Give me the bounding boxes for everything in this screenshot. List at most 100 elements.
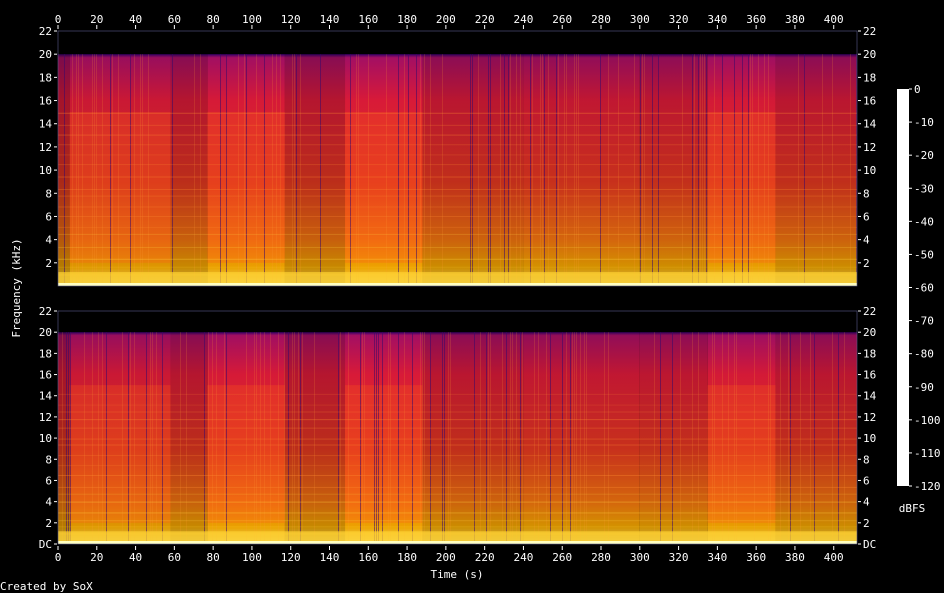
transient-streak (416, 54, 417, 286)
transient-streak (578, 54, 579, 286)
y-tick-label-left: 14 (39, 118, 53, 131)
transient-streak (764, 54, 765, 286)
transient-streak (722, 332, 723, 544)
x-tick-label-top: 360 (746, 13, 766, 26)
transient-streak (220, 54, 221, 286)
x-tick-label-top: 0 (55, 13, 62, 26)
transient-streak (486, 332, 487, 544)
transient-streak (522, 332, 523, 544)
transient-streak (618, 54, 619, 286)
y-tick-label-right: 20 (863, 326, 876, 339)
y-tick-label-right: 6 (863, 210, 870, 223)
transient-streak (700, 54, 701, 286)
transient-streak (72, 54, 73, 286)
harmonic-line (58, 164, 857, 166)
transient-streak (694, 54, 695, 286)
transient-streak (92, 54, 93, 286)
bass-band (58, 531, 857, 544)
transient-streak (704, 54, 705, 286)
harmonic-line (58, 404, 857, 406)
transient-streak (386, 54, 387, 286)
transient-streak (752, 54, 753, 286)
x-tick-label-top: 380 (785, 13, 805, 26)
panel-frame (57, 310, 858, 545)
transient-streak (134, 54, 135, 286)
colorbar-tick-label: -30 (914, 182, 934, 195)
transient-streak (134, 332, 135, 544)
transient-streak (148, 54, 149, 286)
x-tick-label-bottom: 240 (513, 551, 533, 564)
transient-streak (480, 332, 481, 544)
transient-streak (844, 332, 845, 544)
transient-streak (530, 54, 531, 286)
harmonic-line (58, 465, 857, 467)
transient-streak (264, 54, 265, 286)
transient-streak (152, 332, 153, 544)
x-tick-label-top: 300 (630, 13, 650, 26)
transient-streak (300, 332, 301, 544)
harmonic-line (58, 233, 857, 235)
transient-streak (76, 54, 77, 286)
transient-streak (280, 54, 281, 286)
transient-streak (62, 332, 63, 544)
transient-streak (398, 54, 399, 286)
y-tick-label-left: 14 (39, 390, 53, 403)
transient-streak (574, 54, 575, 286)
y-tick-label-right: 12 (863, 411, 876, 424)
colorbar-tick-label: -20 (914, 149, 934, 162)
transient-streak (378, 332, 379, 544)
x-tick-label-bottom: 260 (552, 551, 572, 564)
transient-streak (368, 54, 369, 286)
harmonic-line (58, 258, 857, 260)
y-tick-label-left: 20 (39, 326, 52, 339)
transient-streak (186, 332, 187, 544)
colorbar-label: dBFS (899, 502, 926, 515)
transient-streak (706, 54, 707, 286)
harmonic-line (58, 438, 857, 440)
y-tick-label-left: 10 (39, 432, 52, 445)
transient-streak (64, 54, 65, 286)
transient-streak (298, 332, 299, 544)
transient-streak (558, 54, 559, 286)
transient-streak (576, 54, 577, 286)
channel-panel-1 (57, 30, 858, 287)
harmonic-line (58, 427, 857, 429)
transient-streak (736, 332, 737, 544)
transient-streak (542, 54, 543, 286)
colorbar-tick-label: -110 (914, 447, 941, 460)
spectral-segment (775, 54, 857, 286)
transient-streak (66, 332, 67, 544)
y-tick-label-right: 8 (863, 453, 870, 466)
transient-streak (702, 54, 703, 286)
spectral-segment (58, 332, 70, 544)
transient-streak (224, 332, 225, 544)
transient-streak (110, 54, 111, 286)
y-tick-label-right: DC (863, 538, 876, 551)
transient-streak (82, 54, 83, 286)
x-tick-label-bottom: 340 (707, 551, 727, 564)
y-tick-label-right: 8 (863, 187, 870, 200)
transient-streak (130, 332, 131, 544)
transient-streak (634, 54, 635, 286)
transient-streak (358, 54, 359, 286)
x-tick-label-bottom: 80 (207, 551, 220, 564)
transient-streak (728, 332, 729, 544)
transient-streak (284, 332, 285, 544)
spectrogram-panels (57, 30, 858, 545)
transient-streak (430, 332, 431, 544)
harmonic-line (58, 393, 857, 395)
transient-streak (244, 54, 245, 286)
colorbar-tick-label: -70 (914, 315, 934, 328)
loud-band-overlay (69, 112, 171, 263)
transient-streak (570, 332, 571, 544)
harmonic-line (58, 266, 857, 268)
transient-streak (682, 54, 683, 286)
credit-text: Created by SoX (0, 580, 93, 593)
transient-streak (800, 332, 801, 544)
harmonic-line (58, 419, 857, 421)
transient-streak (256, 332, 257, 544)
harmonic-line (58, 246, 857, 248)
x-tick-label-bottom: 400 (824, 551, 844, 564)
transient-streak (660, 332, 661, 544)
harmonic-line (58, 493, 857, 495)
